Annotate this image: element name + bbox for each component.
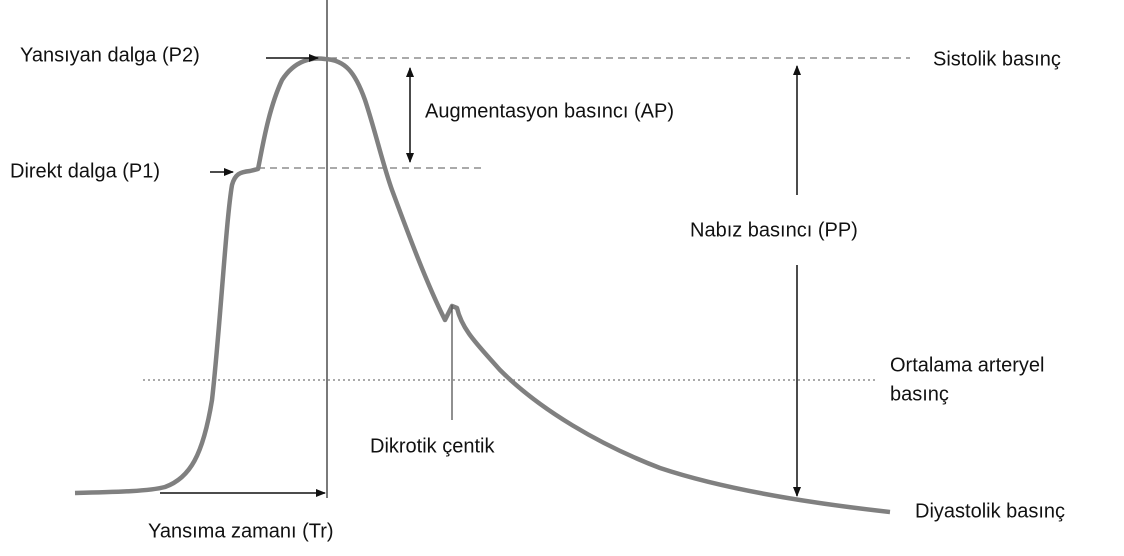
label: Nabız basıncı (PP) [690, 219, 858, 241]
label: Yansıma zamanı (Tr) [148, 520, 334, 542]
label: basınç [890, 383, 949, 405]
label: Ortalama arteryel [890, 354, 1045, 376]
label: Direkt dalga (P1) [10, 160, 160, 182]
label: Augmentasyon basıncı (AP) [425, 100, 674, 122]
label: Dikrotik çentik [370, 435, 495, 457]
label: Yansıyan dalga (P2) [20, 44, 200, 66]
pressure-waveform [74, 56, 891, 515]
label: Sistolik basınç [933, 48, 1061, 70]
label: Diyastolik basınç [915, 500, 1065, 522]
